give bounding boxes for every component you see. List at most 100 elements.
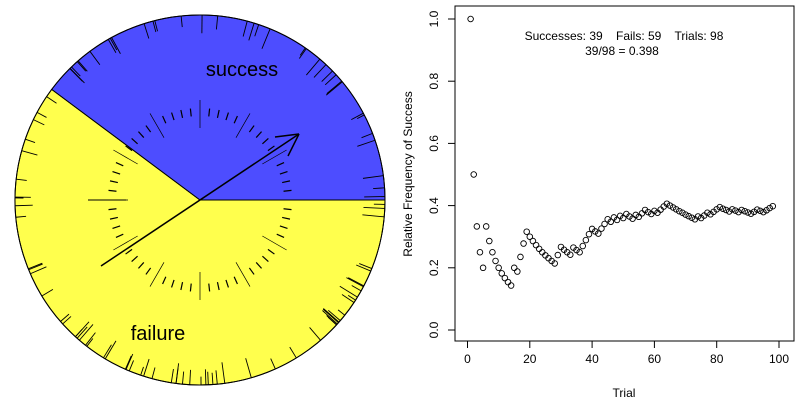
spin-tick xyxy=(357,139,376,147)
spin-tick xyxy=(270,358,276,370)
spin-tick xyxy=(180,15,183,28)
dial-tick xyxy=(137,262,145,269)
data-point xyxy=(492,257,499,265)
dial-tick xyxy=(276,162,285,167)
x-axis-label: Trial xyxy=(613,386,636,400)
data-point xyxy=(585,230,593,238)
counts-annotation: Successes: 39 Fails: 59 Trials: 98 xyxy=(525,29,724,43)
dial-tick xyxy=(208,108,211,117)
data-point xyxy=(523,228,530,235)
spin-tick xyxy=(324,74,337,86)
spin-tick xyxy=(76,326,88,339)
spin-tick xyxy=(356,114,365,120)
data-point xyxy=(657,206,664,213)
spinner-panel: success failure xyxy=(14,14,386,386)
data-point xyxy=(601,220,608,228)
spin-tick xyxy=(28,262,43,270)
dial-tick xyxy=(149,113,165,138)
data-point xyxy=(744,209,752,216)
spin-tick xyxy=(124,355,132,370)
y-tick-label: 0.8 xyxy=(427,73,441,90)
data-point xyxy=(638,210,646,217)
dial-tick xyxy=(125,248,133,255)
spin-tick xyxy=(339,285,358,298)
spin-tick xyxy=(25,138,36,143)
y-tick-label: 0.4 xyxy=(427,197,441,214)
data-point xyxy=(595,230,602,237)
spin-tick xyxy=(33,119,45,126)
data-point xyxy=(644,208,652,216)
dial-tick xyxy=(279,170,288,175)
spin-tick xyxy=(111,37,121,54)
dial-tick xyxy=(149,262,165,287)
x-tick-label: 60 xyxy=(648,352,662,366)
spin-tick xyxy=(341,294,355,303)
data-point xyxy=(517,253,524,261)
spin-tick xyxy=(321,70,333,82)
data-point xyxy=(741,207,748,215)
spin-tick xyxy=(348,277,365,287)
data-point xyxy=(473,223,481,230)
data-point xyxy=(510,264,518,272)
dial-tick xyxy=(276,233,285,238)
dial-tick xyxy=(225,112,230,121)
spin-tick xyxy=(215,370,218,385)
spin-tick xyxy=(347,295,356,301)
spin-tick xyxy=(215,15,219,30)
success-label: success xyxy=(206,59,278,81)
spin-tick xyxy=(298,48,307,59)
dial-tick xyxy=(255,262,263,269)
dial-tick xyxy=(180,282,184,291)
ratio-annotation: 39/98 = 0.398 xyxy=(585,44,659,58)
data-point xyxy=(476,248,484,256)
data-point xyxy=(719,205,727,212)
dial-tick xyxy=(131,137,138,145)
dial-tick xyxy=(170,279,175,288)
dial-tick xyxy=(267,248,275,255)
spin-tick xyxy=(16,178,27,181)
data-point xyxy=(666,202,674,209)
spin-tick xyxy=(30,266,47,275)
spin-tick xyxy=(140,366,144,376)
dial-tick xyxy=(262,149,287,165)
data-point xyxy=(704,209,711,217)
spin-tick xyxy=(221,362,226,384)
spin-tick xyxy=(261,28,271,49)
data-point xyxy=(613,216,621,224)
spin-tick xyxy=(109,38,118,51)
spin-tick xyxy=(322,308,339,324)
spin-tick xyxy=(207,371,209,385)
spin-tick xyxy=(104,340,117,360)
y-axis-label: Relative Frequency of Success xyxy=(401,91,415,256)
spin-tick xyxy=(85,332,96,346)
spin-tick xyxy=(125,353,134,370)
dial-tick xyxy=(233,115,238,124)
spin-tick xyxy=(245,358,252,378)
x-tick-label: 100 xyxy=(769,352,789,366)
data-point xyxy=(551,260,558,267)
spin-tick xyxy=(75,321,90,338)
y-tick-label: 0.6 xyxy=(427,135,441,152)
spin-tick xyxy=(41,288,54,297)
dial-tick xyxy=(137,131,145,138)
spin-tick xyxy=(356,264,371,272)
data-point xyxy=(757,207,764,215)
y-tick-label: 1.0 xyxy=(427,10,441,27)
data-point xyxy=(520,240,527,247)
dial-tick xyxy=(225,279,230,288)
x-tick-label: 20 xyxy=(523,352,537,366)
data-point xyxy=(514,268,521,275)
data-point xyxy=(486,237,493,245)
outer-spin-ticks xyxy=(15,15,386,385)
data-point xyxy=(676,207,683,215)
data-point xyxy=(663,200,671,207)
spin-tick xyxy=(69,68,85,84)
x-tick-label: 40 xyxy=(585,352,599,366)
data-point xyxy=(682,211,689,218)
data-point xyxy=(620,214,627,222)
spin-tick xyxy=(289,346,297,359)
data-point xyxy=(632,211,639,219)
data-point xyxy=(672,206,680,213)
data-point xyxy=(539,248,546,256)
